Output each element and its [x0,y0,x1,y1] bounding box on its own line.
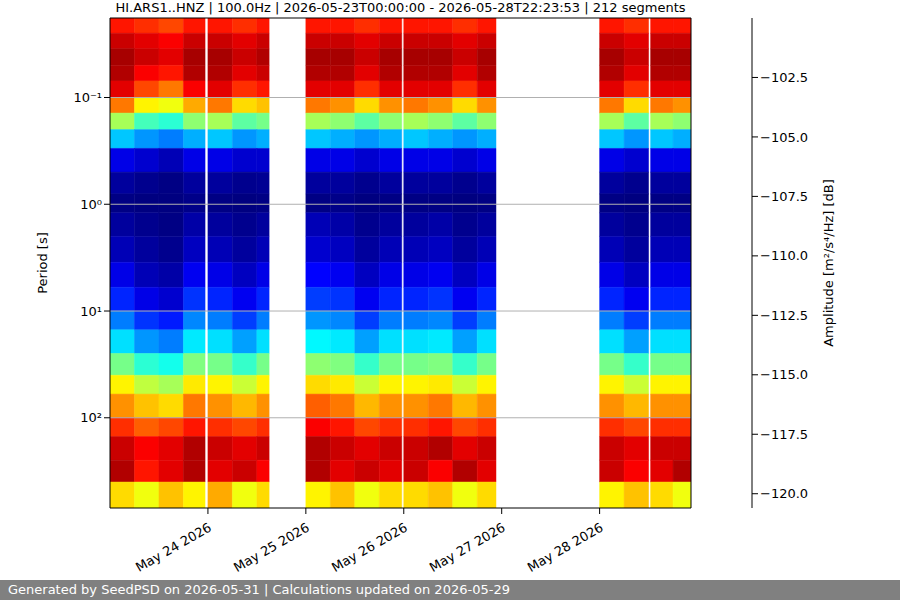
svg-text:−110.0: −110.0 [760,248,808,263]
svg-text:10¹: 10¹ [80,304,102,319]
svg-text:10⁰: 10⁰ [80,197,102,212]
svg-text:−112.5: −112.5 [760,308,808,323]
svg-text:−117.5: −117.5 [760,427,808,442]
svg-text:−115.0: −115.0 [760,367,808,382]
svg-text:May 26 2026: May 26 2026 [329,520,410,575]
html-text:Amplitude [m²/s⁴/Hz] [dB]: Amplitude [m²/s⁴/Hz] [dB] [820,179,836,347]
svg-text:May 24 2026: May 24 2026 [133,520,214,575]
svg-text:May 27 2026: May 27 2026 [427,520,508,575]
svg-text:−105.0: −105.0 [760,130,808,145]
svg-text:−120.0: −120.0 [760,486,808,501]
svg-text:May 28 2026: May 28 2026 [525,520,606,575]
html-text:Generated by SeedPSD on 2026-0: Generated by SeedPSD on 2026-05-31 | Cal… [8,582,510,597]
svg-text:−107.5: −107.5 [760,189,808,204]
svg-text:10⁻¹: 10⁻¹ [73,90,102,105]
svg-text:−102.5: −102.5 [760,70,808,85]
html-text:Period [s]: Period [s] [34,232,50,294]
svg-text:May 25 2026: May 25 2026 [231,520,312,575]
svg-text:10²: 10² [80,410,102,425]
html-text:HI.ARS1..HNZ | 100.0Hz | 2026-: HI.ARS1..HNZ | 100.0Hz | 2026-05-23T00:0… [115,0,686,15]
